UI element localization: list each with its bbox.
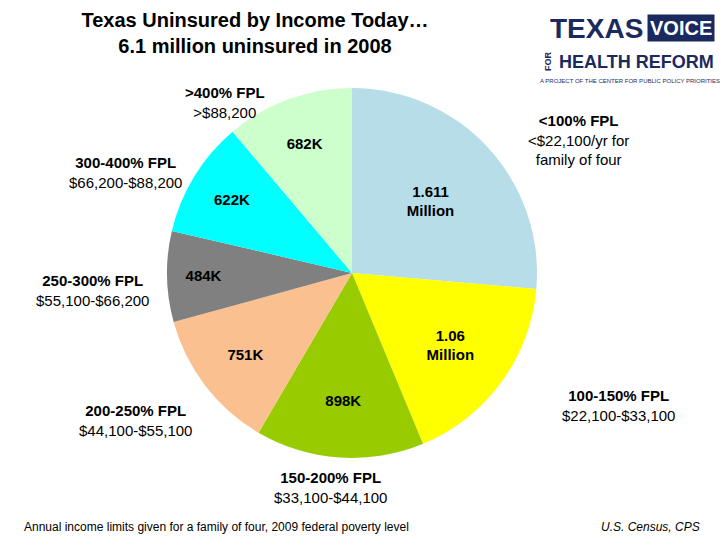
- svg-text:HEALTH REFORM: HEALTH REFORM: [559, 52, 714, 72]
- svg-text:<100% FPL<$22,100/yr forfamily: <100% FPL<$22,100/yr forfamily of four: [528, 112, 629, 168]
- svg-text:TEXAS: TEXAS: [550, 13, 643, 44]
- svg-text:250-300% FPL$55,100-$66,200: 250-300% FPL$55,100-$66,200: [36, 272, 149, 309]
- svg-text:100-150% FPL$22,100-$33,100: 100-150% FPL$22,100-$33,100: [562, 387, 675, 424]
- svg-text:622K: 622K: [214, 191, 250, 208]
- svg-text:U.S. Census, CPS: U.S. Census, CPS: [601, 520, 700, 534]
- svg-text:A PROJECT OF THE CENTER FOR PU: A PROJECT OF THE CENTER FOR PUBLIC POLIC…: [540, 78, 720, 84]
- svg-text:150-200% FPL$33,100-$44,100: 150-200% FPL$33,100-$44,100: [274, 469, 387, 506]
- svg-text:1.611Million: 1.611Million: [407, 183, 455, 220]
- svg-text:VOICE: VOICE: [650, 17, 712, 39]
- svg-text:Texas Uninsured by Income Toda: Texas Uninsured by Income Today…6.1 mill…: [81, 9, 428, 57]
- svg-text:300-400% FPL$66,200-$88,200: 300-400% FPL$66,200-$88,200: [69, 154, 182, 191]
- svg-text:682K: 682K: [287, 135, 323, 152]
- svg-text:751K: 751K: [227, 346, 263, 363]
- svg-text:200-250% FPL$44,100-$55,100: 200-250% FPL$44,100-$55,100: [79, 402, 192, 439]
- svg-text:>400% FPL>$88,200: >400% FPL>$88,200: [185, 84, 265, 121]
- svg-text:484K: 484K: [186, 267, 222, 284]
- svg-text:1.06Million: 1.06Million: [427, 327, 475, 364]
- svg-text:Annual income limits given for: Annual income limits given for a family …: [24, 520, 409, 534]
- svg-text:898K: 898K: [325, 392, 361, 409]
- svg-text:FOR: FOR: [543, 52, 553, 71]
